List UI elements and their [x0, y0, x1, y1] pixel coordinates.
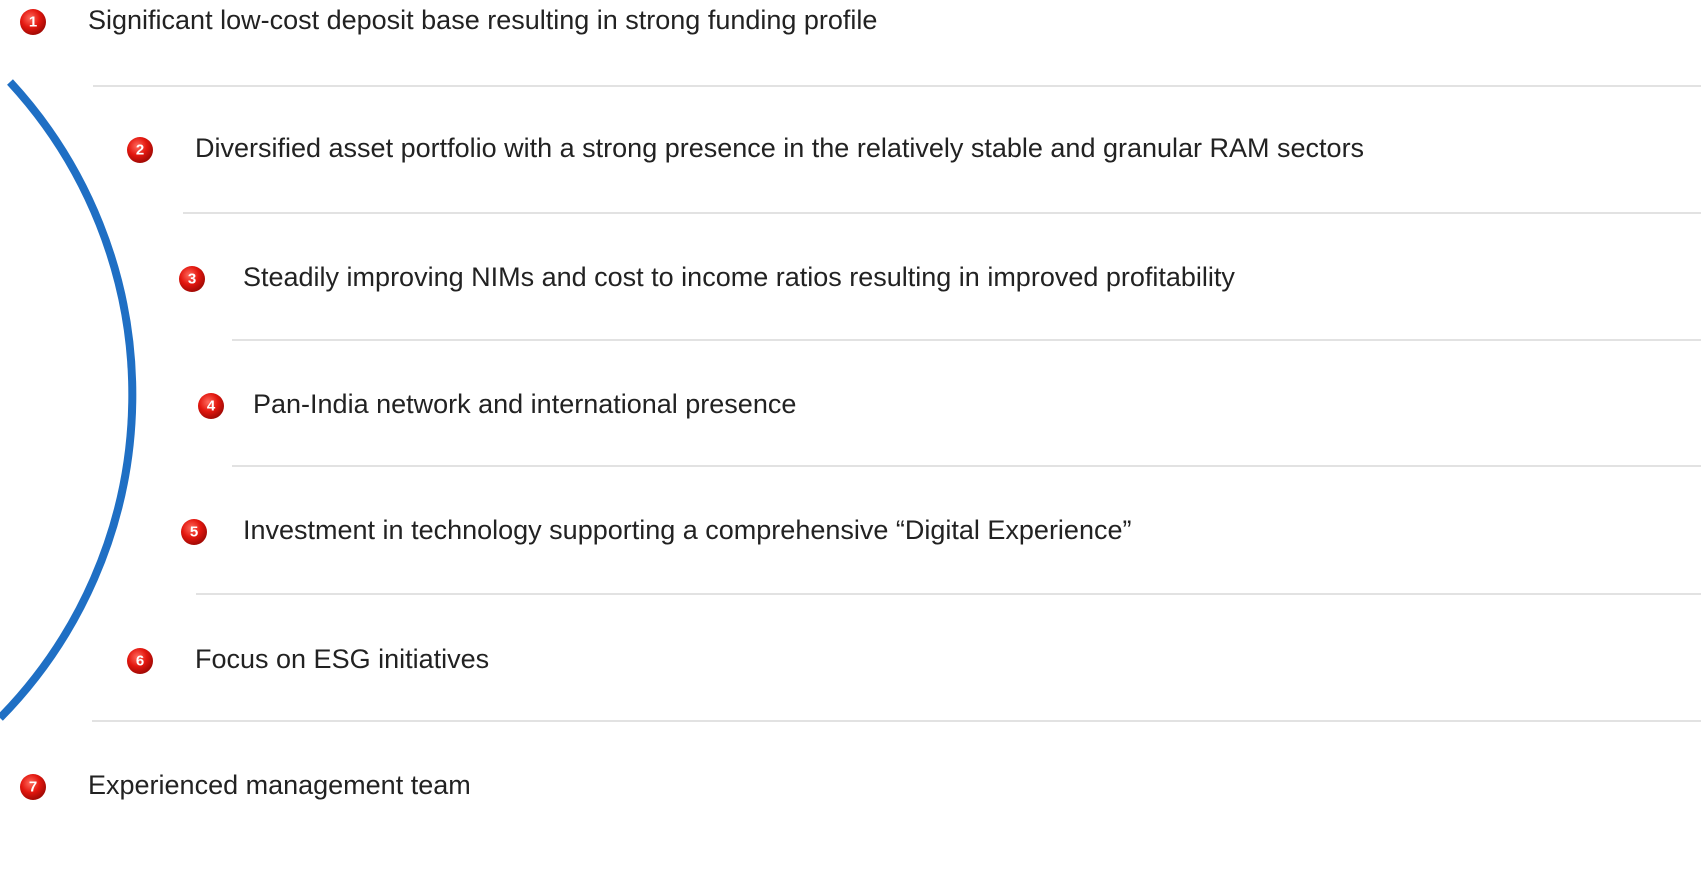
- badge-number: 7: [29, 779, 37, 796]
- badge-number: 2: [136, 142, 144, 159]
- item-text: Experienced management team: [88, 770, 471, 800]
- item-text: Significant low-cost deposit base result…: [88, 5, 877, 35]
- number-badge: [20, 9, 46, 35]
- item-text: Diversified asset portfolio with a stron…: [195, 133, 1364, 163]
- badge-number: 6: [136, 653, 144, 670]
- badge-number: 3: [188, 271, 196, 288]
- item-text: Steadily improving NIMs and cost to inco…: [243, 262, 1235, 292]
- badge-number: 5: [190, 524, 198, 541]
- list-item: 6 Focus on ESG initiatives: [127, 644, 489, 674]
- number-badge: [181, 519, 207, 545]
- number-badge: [127, 137, 153, 163]
- badge-number: 1: [29, 14, 37, 31]
- list-item: 1 Significant low-cost deposit base resul…: [20, 5, 877, 35]
- list-item: 5 Investment in technology supporting a c…: [181, 515, 1131, 545]
- arc: [0, 79, 137, 721]
- list-item: 3 Steadily improving NIMs and cost to inc…: [179, 262, 1235, 292]
- list-item: 7 Experienced management team: [20, 770, 471, 800]
- list-item: 2 Diversified asset portfolio with a stro…: [127, 133, 1364, 163]
- number-badge: [20, 774, 46, 800]
- list-item: 4 Pan-India network and international pre…: [198, 389, 796, 419]
- number-badge: [198, 393, 224, 419]
- item-text: Investment in technology supporting a co…: [243, 515, 1131, 545]
- item-text: Pan-India network and international pres…: [253, 389, 796, 419]
- number-badge: [179, 266, 205, 292]
- item-text: Focus on ESG initiatives: [195, 644, 489, 674]
- badge-number: 4: [207, 398, 216, 415]
- number-badge: [127, 648, 153, 674]
